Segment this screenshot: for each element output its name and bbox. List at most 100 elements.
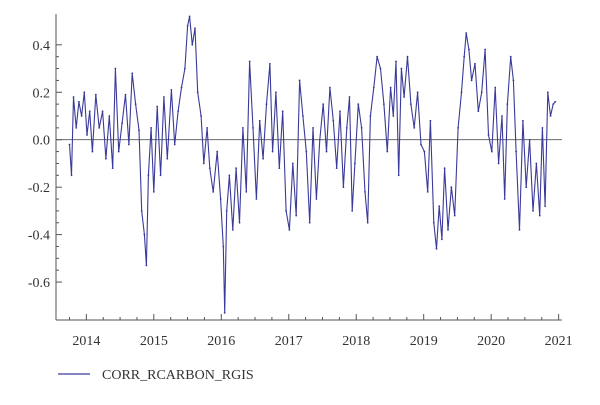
data-point [258, 119, 261, 122]
x-tick-label: 2017 [275, 334, 303, 349]
data-point [532, 209, 534, 212]
x-tick-label: 2021 [545, 334, 573, 349]
data-point [332, 119, 335, 122]
data-point [554, 100, 557, 103]
data-point [241, 126, 244, 129]
data-point [68, 143, 71, 146]
data-point [438, 205, 441, 208]
x-tick-label: 2020 [477, 334, 505, 349]
data-point [342, 186, 345, 189]
series-line [68, 15, 556, 314]
data-point [549, 115, 552, 117]
data-point [134, 103, 137, 106]
data-point [335, 167, 338, 170]
data-point [183, 67, 186, 70]
data-point [366, 221, 369, 224]
data-point [265, 103, 268, 106]
data-point [470, 79, 473, 82]
data-point [312, 126, 314, 129]
data-point [238, 221, 241, 224]
data-point [271, 150, 274, 153]
data-point [457, 126, 460, 129]
legend-label: CORR_RCARBON_RGIS [102, 368, 254, 383]
data-point [202, 162, 205, 165]
data-point [177, 110, 180, 113]
data-point [222, 245, 225, 248]
data-point [382, 103, 385, 106]
data-point [474, 62, 476, 65]
data-point [295, 214, 298, 217]
data-point [231, 228, 234, 231]
data-point [196, 91, 199, 94]
data-point [114, 67, 117, 70]
data-point [403, 96, 406, 98]
data-point [117, 150, 120, 153]
data-point [369, 115, 372, 117]
x-tick-label: 2014 [72, 334, 100, 349]
data-point [91, 150, 94, 153]
data-point [541, 126, 544, 129]
data-point [490, 150, 493, 153]
data-point [180, 86, 183, 89]
data-point [544, 205, 547, 208]
data-point [501, 115, 503, 117]
data-point [518, 228, 521, 231]
data-point [329, 86, 331, 89]
data-point [275, 91, 277, 94]
data-point [268, 62, 271, 65]
data-point [552, 103, 555, 106]
data-point [447, 228, 449, 231]
legend: CORR_RCARBON_RGIS [58, 368, 254, 383]
data-point [318, 138, 321, 141]
data-point [150, 126, 153, 129]
data-point [219, 198, 222, 200]
data-point [379, 67, 382, 70]
data-point [131, 72, 134, 75]
data-point [170, 89, 173, 91]
data-point [351, 209, 354, 212]
data-point [322, 103, 325, 106]
data-point [223, 311, 226, 314]
data-point [397, 174, 400, 177]
data-point [441, 238, 443, 241]
data-point [111, 167, 114, 170]
data-point [248, 60, 251, 63]
data-point [140, 209, 143, 212]
data-point [101, 110, 104, 113]
data-point [83, 91, 86, 94]
data-point [252, 126, 254, 129]
data-point [443, 167, 446, 170]
data-point [376, 55, 379, 58]
data-point [75, 126, 78, 129]
data-point [235, 167, 238, 170]
data-point [152, 191, 155, 193]
data-point [159, 174, 162, 177]
data-point [525, 186, 528, 189]
data-point [420, 143, 422, 146]
data-point [186, 24, 189, 27]
data-point [484, 48, 486, 51]
data-point [372, 86, 375, 89]
data-point [480, 91, 483, 94]
data-point [156, 105, 159, 108]
data-point [255, 198, 258, 200]
data-point [298, 79, 301, 82]
data-point [194, 27, 196, 30]
data-point [72, 96, 75, 98]
y-tick-label: -0.4 [28, 229, 50, 244]
data-point [88, 110, 91, 113]
data-point [389, 86, 392, 89]
data-point [460, 91, 463, 94]
data-point [216, 150, 219, 153]
data-point [467, 48, 470, 51]
data-point [191, 43, 194, 46]
y-tick-label: 0.2 [33, 86, 51, 101]
data-point [98, 126, 101, 129]
y-axis: 0.4 0.2 0.0 -0.2 -0.4 -0.6 [28, 14, 62, 320]
plot-area [56, 15, 562, 314]
x-tick-label: 2018 [342, 334, 370, 349]
data-point [138, 129, 140, 132]
y-tick-label: -0.6 [28, 276, 50, 291]
data-point [143, 233, 146, 236]
data-point [200, 115, 202, 117]
